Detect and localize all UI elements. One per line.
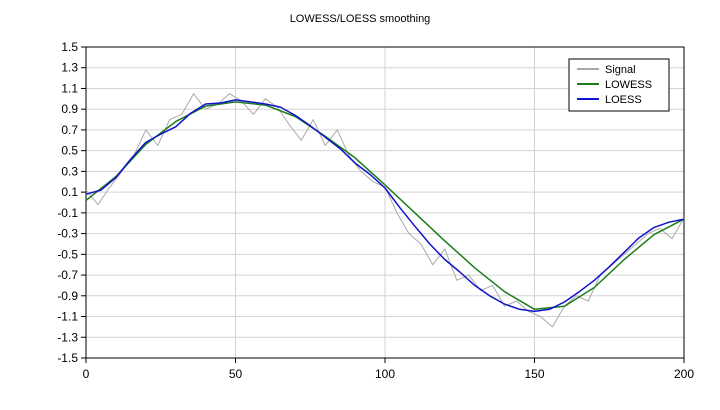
y-tick-label: 1.1 (61, 81, 78, 95)
y-tick-label: 1.3 (61, 61, 78, 75)
y-tick-label: -0.5 (57, 247, 78, 261)
y-tick-label: 1.5 (61, 40, 78, 54)
y-tick-label: -0.7 (57, 268, 78, 282)
y-tick-label: 0.7 (61, 123, 78, 137)
chart-title: LOWESS/LOESS smoothing (290, 13, 431, 25)
y-tick-label: -1.3 (57, 330, 78, 344)
x-tick-label: 150 (524, 367, 544, 381)
y-tick-label: -1.1 (57, 310, 78, 324)
series-line-lowess (85, 101, 685, 311)
x-tick-label: 100 (375, 367, 395, 381)
series-line-loess (85, 99, 685, 313)
y-tick-label: 0.9 (61, 102, 78, 116)
y-tick-label: -1.5 (57, 351, 78, 365)
y-tick-label: -0.9 (57, 289, 78, 303)
y-tick-label: 0.3 (61, 164, 78, 178)
legend-label-signal: Signal (605, 64, 636, 76)
legend-label-loess: LOESS (605, 94, 642, 106)
y-tick-label: 0.1 (61, 185, 78, 199)
x-tick-label: 200 (674, 367, 694, 381)
x-tick-label: 50 (229, 367, 243, 381)
y-tick-label: -0.1 (57, 206, 78, 220)
y-tick-label: 0.5 (61, 144, 78, 158)
legend-label-lowess: LOWESS (605, 79, 652, 91)
x-tick-label: 0 (83, 367, 90, 381)
y-tick-label: -0.3 (57, 227, 78, 241)
